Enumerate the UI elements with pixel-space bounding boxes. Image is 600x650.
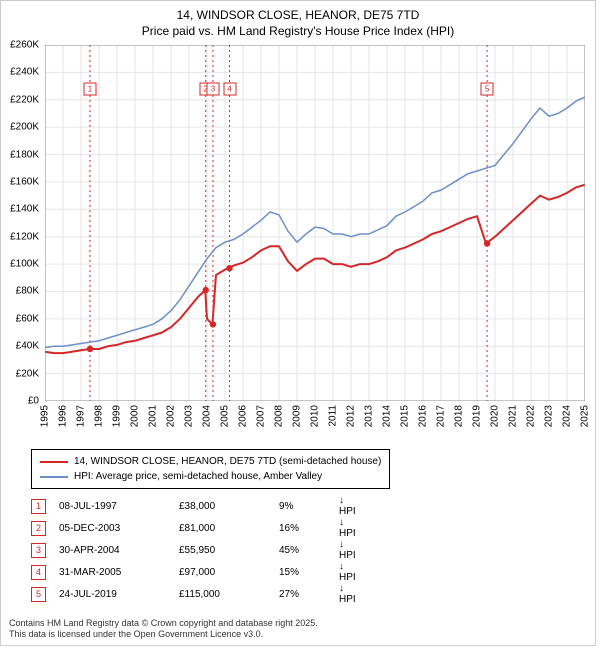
x-tick-label: 2020 [490, 405, 501, 427]
x-tick-label: 2024 [562, 405, 573, 427]
sale-pct: 45% [279, 545, 339, 556]
y-tick-label: £260K [10, 40, 39, 51]
footer-line2: This data is licensed under the Open Gov… [9, 629, 318, 641]
legend-row: HPI: Average price, semi-detached house,… [40, 469, 381, 484]
sale-row: 1 08-JUL-1997£38,0009%↓ HPI [31, 495, 363, 517]
y-tick-label: £80K [16, 286, 39, 297]
x-tick-label: 2005 [220, 405, 231, 427]
legend-label: HPI: Average price, semi-detached house,… [74, 469, 322, 484]
x-tick-label: 2016 [418, 405, 429, 427]
x-tick-label: 1998 [94, 405, 105, 427]
sale-marker-badge: 4 [223, 82, 236, 95]
y-tick-label: £160K [10, 176, 39, 187]
y-tick-label: £140K [10, 204, 39, 215]
y-tick-label: £240K [10, 67, 39, 78]
chart-area: 12345 [45, 45, 585, 401]
x-tick-label: 2014 [382, 405, 393, 427]
sales-table: 108-JUL-1997£38,0009%↓ HPI205-DEC-2003£8… [31, 495, 363, 605]
sale-date: 30-APR-2004 [59, 545, 179, 556]
sale-badge: 4 [31, 565, 46, 580]
sale-arrow: ↓ HPI [339, 495, 363, 517]
x-tick-label: 2006 [238, 405, 249, 427]
x-tick-label: 1997 [76, 405, 87, 427]
sale-marker-badge: 1 [84, 82, 97, 95]
x-tick-label: 2022 [526, 405, 537, 427]
legend-row: 14, WINDSOR CLOSE, HEANOR, DE75 7TD (sem… [40, 454, 381, 469]
sale-arrow: ↓ HPI [339, 517, 363, 539]
sale-price: £81,000 [179, 523, 279, 534]
x-tick-label: 2004 [202, 405, 213, 427]
y-axis-labels: £0£20K£40K£60K£80K£100K£120K£140K£160K£1… [1, 45, 41, 401]
x-tick-label: 2023 [544, 405, 555, 427]
x-tick-label: 2001 [148, 405, 159, 427]
sale-date: 31-MAR-2005 [59, 567, 179, 578]
sale-date: 08-JUL-1997 [59, 501, 179, 512]
x-tick-label: 2013 [364, 405, 375, 427]
x-tick-label: 2000 [130, 405, 141, 427]
title-block: 14, WINDSOR CLOSE, HEANOR, DE75 7TD Pric… [1, 1, 595, 41]
sale-arrow: ↓ HPI [339, 561, 363, 583]
title-line2: Price paid vs. HM Land Registry's House … [9, 23, 587, 39]
legend: 14, WINDSOR CLOSE, HEANOR, DE75 7TD (sem… [31, 449, 390, 489]
y-tick-label: £20K [16, 368, 39, 379]
x-tick-label: 1996 [58, 405, 69, 427]
title-line1: 14, WINDSOR CLOSE, HEANOR, DE75 7TD [9, 7, 587, 23]
x-tick-label: 2017 [436, 405, 447, 427]
x-tick-label: 2015 [400, 405, 411, 427]
sale-date: 24-JUL-2019 [59, 589, 179, 600]
sale-badge: 1 [31, 499, 46, 514]
y-tick-label: £60K [16, 313, 39, 324]
x-tick-label: 2018 [454, 405, 465, 427]
sale-row: 4 31-MAR-2005£97,00015%↓ HPI [31, 561, 363, 583]
y-tick-label: £40K [16, 341, 39, 352]
x-tick-label: 2008 [274, 405, 285, 427]
sale-badge: 2 [31, 521, 46, 536]
sale-pct: 16% [279, 523, 339, 534]
sale-row: 2 05-DEC-2003£81,00016%↓ HPI [31, 517, 363, 539]
x-tick-label: 2025 [580, 405, 591, 427]
sale-pct: 9% [279, 501, 339, 512]
x-tick-label: 2011 [328, 405, 339, 427]
legend-swatch [40, 461, 68, 463]
footer-line1: Contains HM Land Registry data © Crown c… [9, 618, 318, 630]
x-tick-label: 2012 [346, 405, 357, 427]
sale-row: 5 24-JUL-2019£115,00027%↓ HPI [31, 583, 363, 605]
sale-pct: 27% [279, 589, 339, 600]
sale-price: £115,000 [179, 589, 279, 600]
sale-price: £38,000 [179, 501, 279, 512]
x-tick-label: 2009 [292, 405, 303, 427]
x-tick-label: 1995 [40, 405, 51, 427]
sale-price: £97,000 [179, 567, 279, 578]
y-tick-label: £180K [10, 149, 39, 160]
sale-marker-badge: 3 [206, 82, 219, 95]
sale-badge: 5 [31, 587, 46, 602]
x-axis-labels: 1995199619971998199920002001200220032004… [45, 405, 585, 445]
figure: 14, WINDSOR CLOSE, HEANOR, DE75 7TD Pric… [0, 0, 596, 646]
y-tick-label: £120K [10, 231, 39, 242]
y-tick-label: £100K [10, 259, 39, 270]
sale-pct: 15% [279, 567, 339, 578]
y-tick-label: £200K [10, 122, 39, 133]
y-tick-label: £0 [28, 396, 39, 407]
sale-marker-badge: 5 [481, 82, 494, 95]
sale-row: 3 30-APR-2004£55,95045%↓ HPI [31, 539, 363, 561]
x-tick-label: 2007 [256, 405, 267, 427]
legend-swatch [40, 476, 68, 478]
sale-date: 05-DEC-2003 [59, 523, 179, 534]
legend-label: 14, WINDSOR CLOSE, HEANOR, DE75 7TD (sem… [74, 454, 381, 469]
sale-arrow: ↓ HPI [339, 583, 363, 605]
y-tick-label: £220K [10, 94, 39, 105]
sale-badge: 3 [31, 543, 46, 558]
line-chart [45, 45, 585, 401]
footer: Contains HM Land Registry data © Crown c… [9, 618, 318, 641]
sale-price: £55,950 [179, 545, 279, 556]
x-tick-label: 2003 [184, 405, 195, 427]
x-tick-label: 2002 [166, 405, 177, 427]
x-tick-label: 1999 [112, 405, 123, 427]
sale-arrow: ↓ HPI [339, 539, 363, 561]
x-tick-label: 2021 [508, 405, 519, 427]
x-tick-label: 2010 [310, 405, 321, 427]
x-tick-label: 2019 [472, 405, 483, 427]
